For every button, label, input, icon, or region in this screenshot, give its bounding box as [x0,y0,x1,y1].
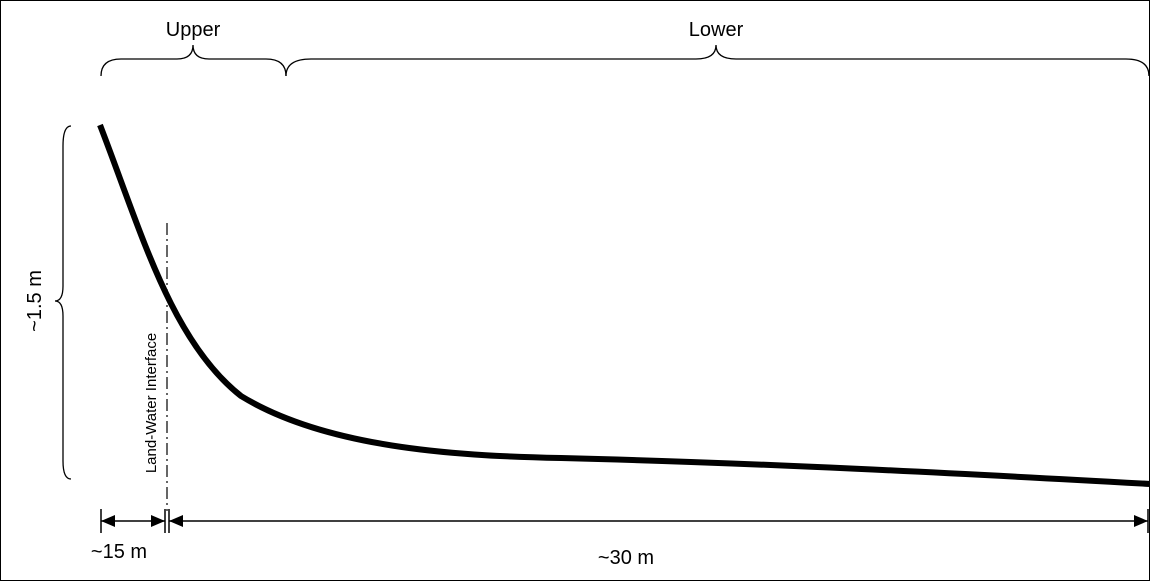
interface-label: Land-Water Interface [143,333,160,473]
height-label: ~1.5 m [24,270,46,332]
dim-right-arrow-end [1134,515,1148,527]
dim-left-arrow-start [101,515,115,527]
dim-right-label: ~30 m [598,547,654,569]
shore-profile-curve [97,123,1150,487]
dim-left-arrow-end [151,515,165,527]
lower-zone-brace [285,44,1150,77]
upper-zone-brace [100,44,287,77]
dim-right-arrow-start [169,515,183,527]
lower-zone-label: Lower [689,19,744,41]
upper-zone-label: Upper [166,19,221,41]
dim-left-label: ~15 m [91,541,147,563]
height-brace [54,125,72,480]
